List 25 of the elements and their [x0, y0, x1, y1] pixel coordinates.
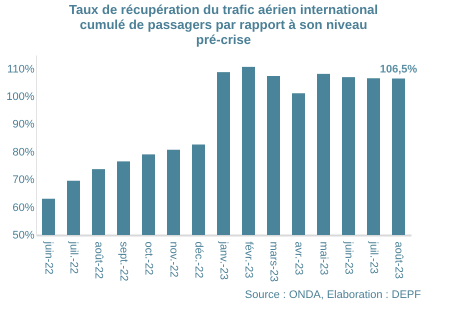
x-tick-label: mars-23 [268, 242, 280, 282]
source-note: Source : ONDA, Elaboration : DEPF [244, 289, 422, 301]
x-tick-label: mai-23 [318, 242, 330, 276]
y-tick-label: 80% [12, 146, 35, 158]
y-tick-label: 90% [12, 118, 35, 131]
y-tick-label: 70% [12, 174, 35, 186]
x-tick-label: févr.-23 [242, 242, 254, 278]
x-tick-label: sept.-22 [118, 242, 130, 282]
chart-title: Taux de récupération du trafic aérien international cumulé de passagers par rapport à son niveau pré-crise [69, 2, 378, 47]
y-tick-label: 100% [6, 91, 35, 104]
data-label: 106,5% [380, 64, 418, 76]
x-tick-label: août-22 [92, 242, 104, 279]
x-tick-label: juin-22 [42, 240, 54, 275]
x-tick-label: avr.-23 [292, 242, 304, 276]
x-tick-label: déc.-22 [192, 242, 204, 278]
x-tick-label: juil.-23 [368, 240, 380, 274]
x-tick-label: nov.-22 [168, 242, 180, 278]
x-tick-label: août-23 [392, 242, 404, 279]
x-tick-label: oct.-22 [142, 242, 154, 276]
y-tick-label: 60% [12, 202, 35, 214]
x-tick-label: juil.-22 [68, 240, 80, 274]
y-tick-label: 50% [12, 230, 35, 242]
x-tick-label: juin-23 [342, 240, 354, 275]
y-tick-label: 110% [7, 63, 35, 76]
x-tick-label: janv.-23 [218, 240, 230, 280]
